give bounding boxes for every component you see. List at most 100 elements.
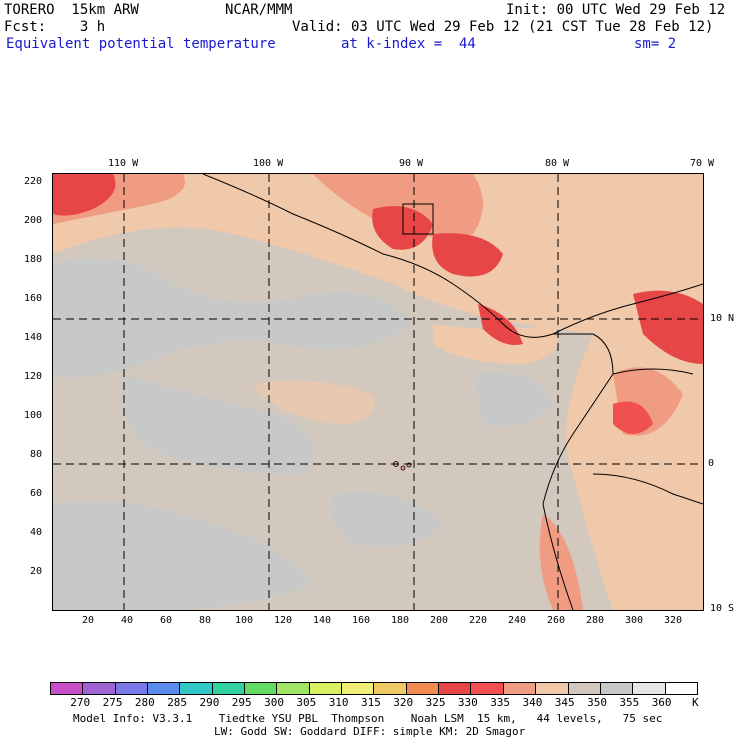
x-grid-label: 140	[313, 615, 332, 626]
x-grid-label: 240	[508, 615, 527, 626]
smoothing: sm= 2	[634, 36, 677, 52]
x-grid-label: 20	[82, 615, 95, 626]
y-grid-label: 160	[24, 293, 43, 304]
lon-label: 80 W	[545, 158, 570, 169]
lat-label: 10 S	[710, 603, 735, 614]
colorbar-swatch	[277, 683, 310, 694]
theta-e-field	[53, 174, 703, 610]
x-grid-label: 160	[352, 615, 371, 626]
y-grid-label: 180	[24, 254, 43, 265]
physics-info: LW: Godd SW: Goddard DIFF: simple KM: 2D…	[214, 725, 526, 738]
colorbar-label: 295	[231, 696, 252, 709]
colorbar-swatch	[471, 683, 504, 694]
colorbar-swatch	[600, 683, 634, 694]
colorbar-label: 350	[587, 696, 607, 709]
y-grid-label: 140	[24, 332, 43, 343]
coastline	[552, 283, 703, 335]
x-grid-label: 120	[274, 615, 293, 626]
colorbar-label: 340	[522, 696, 543, 709]
colorbar-label: 270	[70, 696, 91, 709]
lon-label: 110 W	[108, 158, 139, 169]
model-info: Model Info: V3.3.1 Tiedtke YSU PBL Thomp…	[73, 712, 663, 725]
colorbar-label: 310	[328, 696, 349, 709]
gray-patch	[53, 257, 413, 378]
graticule	[53, 174, 703, 610]
y-grid-label: 220	[24, 176, 43, 187]
colorbar-label: 280	[134, 696, 155, 709]
colorbar-swatch	[536, 683, 569, 694]
colorbar	[50, 682, 698, 695]
colorbar-label: 355	[619, 696, 640, 709]
colorbar-swatch	[439, 683, 472, 694]
colorbar-label: 320	[393, 696, 414, 709]
gray-patch	[473, 372, 553, 427]
colorbar-label: 335	[490, 696, 511, 709]
x-grid-label: 200	[430, 615, 449, 626]
x-grid-label: 260	[547, 615, 566, 626]
red-patch	[432, 233, 503, 277]
y-grid-label: 100	[24, 410, 43, 421]
y-grid-label: 20	[30, 566, 43, 577]
map-panel	[52, 173, 704, 611]
y-grid-label: 200	[24, 215, 43, 226]
x-grid-label: 100	[235, 615, 254, 626]
y-grid-label: 80	[30, 449, 43, 460]
colorbar-swatch	[374, 683, 407, 694]
colorbar-label: K	[692, 696, 699, 709]
x-grid-label: 300	[625, 615, 644, 626]
y-grid-label: 60	[30, 488, 43, 499]
colorbar-label: 275	[102, 696, 123, 709]
red-patch	[633, 290, 703, 364]
gray-patch	[121, 374, 313, 474]
lon-label: 100 W	[253, 158, 284, 169]
colorbar-label: 315	[361, 696, 381, 709]
red-patch	[478, 304, 523, 345]
island	[400, 465, 406, 471]
init-time: Init: 00 UTC Wed 29 Feb 12	[506, 2, 726, 18]
forecast-hour: Fcst: 3 h	[4, 19, 106, 35]
colorbar-swatch	[503, 683, 537, 694]
peach-region	[253, 380, 375, 424]
colorbar-label: 360	[651, 696, 672, 709]
colorbar-label: 345	[554, 696, 575, 709]
colorbar-swatch	[633, 683, 666, 694]
border	[612, 368, 694, 375]
k-index: at k-index = 44	[341, 36, 476, 52]
red-patch	[53, 174, 116, 216]
colorbar-swatch	[665, 683, 697, 694]
colorbar-swatch	[568, 683, 601, 694]
colorbar-swatch	[245, 683, 278, 694]
lon-label: 70 W	[690, 158, 715, 169]
center-title: NCAR/MMM	[225, 2, 293, 18]
colorbar-swatch	[342, 683, 375, 694]
colorbar-swatch	[115, 683, 149, 694]
salmon-region	[313, 174, 483, 238]
colorbar-label: 300	[264, 696, 284, 709]
colorbar-swatch	[406, 683, 440, 694]
border	[402, 203, 434, 235]
lat-label: 0	[708, 458, 715, 469]
gray-patch	[330, 492, 443, 547]
model-title: TORERO 15km ARW	[4, 2, 139, 18]
x-grid-label: 80	[199, 615, 212, 626]
colorbar-label: 330	[457, 696, 478, 709]
field-name: Equivalent potential temperature	[6, 36, 276, 52]
colorbar-label: 325	[425, 696, 446, 709]
gray-patch	[53, 501, 313, 610]
colorbar-swatch	[51, 683, 84, 694]
y-grid-label: 40	[30, 527, 43, 538]
y-grid-label: 120	[24, 371, 43, 382]
colorbar-swatch	[212, 683, 246, 694]
x-grid-label: 60	[160, 615, 173, 626]
colorbar-swatch	[309, 683, 343, 694]
x-grid-label: 180	[391, 615, 410, 626]
colorbar-label: 285	[167, 696, 188, 709]
x-grid-label: 320	[664, 615, 683, 626]
colorbar-label: 305	[296, 696, 317, 709]
x-grid-label: 280	[586, 615, 605, 626]
x-grid-label: 220	[469, 615, 488, 626]
red-patch	[613, 401, 653, 434]
x-grid-label: 40	[121, 615, 134, 626]
colorbar-swatch	[83, 683, 116, 694]
border	[592, 473, 703, 505]
